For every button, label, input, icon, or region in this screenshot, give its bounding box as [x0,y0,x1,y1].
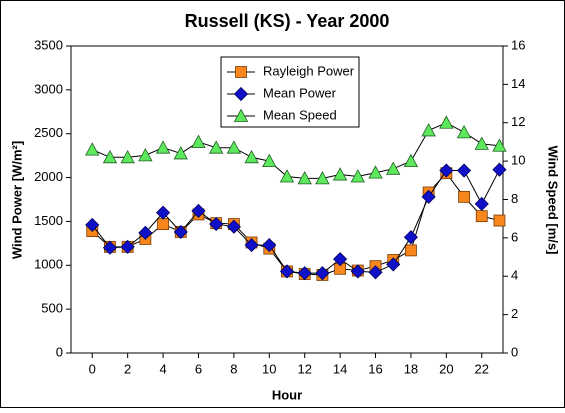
y-axis-label: Wind Power [W/m²] [9,141,24,259]
data-point [493,214,506,227]
data-point [368,165,383,179]
y2-tick-label: 6 [511,229,518,244]
y-tick-label: 3500 [34,37,63,52]
data-point [209,216,224,232]
data-point [173,224,188,240]
x-tick-label: 12 [297,361,311,376]
x-tick-label: 18 [404,361,418,376]
legend-label: Rayleigh Power [263,63,355,78]
x-tick-label: 20 [439,361,453,376]
data-point [386,161,401,175]
data-point [315,171,330,185]
data-point [244,149,259,164]
legend-marker [233,86,249,102]
data-point [350,169,365,183]
y2-tick-label: 12 [511,114,525,129]
data-point [421,189,436,204]
data-point [297,266,312,281]
y-tick-label: 500 [41,301,63,316]
x-axis-label: Hour [272,387,302,402]
data-point [492,162,507,177]
data-point [332,167,348,181]
data-point [403,153,419,168]
data-point [157,218,169,230]
data-point [421,123,436,137]
data-point [297,171,312,185]
y-tick-label: 1000 [34,257,63,272]
data-point [138,225,153,240]
data-point [350,264,365,279]
data-point [173,146,188,160]
data-point [368,265,383,280]
x-tick-label: 0 [89,361,96,376]
legend-marker [233,108,249,122]
x-tick-label: 14 [333,361,347,376]
x-tick-label: 16 [368,361,382,376]
data-point [244,238,259,253]
data-point [102,149,118,164]
data-point [279,169,295,183]
y2-tick-label: 8 [511,191,518,206]
data-point [456,163,472,178]
x-tick-label: 2 [124,361,131,376]
y2-tick-label: 16 [511,37,525,52]
data-point [102,240,118,255]
data-point [315,266,330,281]
data-point [120,149,135,164]
data-point [209,140,224,154]
data-point [85,142,100,156]
data-point [458,190,470,203]
data-point [226,140,242,154]
data-point [439,163,454,178]
data-point [475,210,488,223]
data-point [333,252,348,267]
data-point [138,148,153,162]
y-tick-label: 0 [56,344,63,359]
data-point [85,217,100,233]
data-point [474,196,489,211]
x-tick-label: 4 [159,361,166,376]
legend-label: Mean Speed [263,107,337,122]
x-tick-label: 10 [262,361,276,376]
y2-tick-label: 2 [511,306,518,321]
y-tick-label: 2000 [34,169,63,184]
x-tick-label: 22 [475,361,489,376]
legend-label: Mean Power [263,85,337,100]
data-point [155,140,171,154]
y-tick-label: 3000 [34,81,63,96]
x-tick-label: 8 [230,361,237,376]
data-point [403,230,419,245]
data-point [262,238,277,253]
data-point [191,134,206,148]
data-point [474,136,489,150]
data-point [120,239,135,254]
x-tick-label: 6 [195,361,202,376]
data-point [191,203,206,218]
data-point [226,219,241,234]
data-point [405,244,417,257]
data-point [456,125,472,139]
data-point [386,257,401,272]
legend-marker [235,66,247,78]
chart-title: Russell (KS) - Year 2000 [185,11,390,31]
data-point [439,115,454,129]
y2-tick-label: 4 [511,268,518,283]
y2-tick-label: 14 [511,76,525,91]
y2-axis-label: Wind Speed [m/s] [546,146,561,255]
y-tick-label: 1500 [34,213,63,228]
y-tick-label: 2500 [34,125,63,140]
data-point [155,205,171,220]
data-point [492,138,507,152]
data-point [262,153,277,168]
data-point [279,264,295,279]
y2-tick-label: 10 [511,153,525,168]
y2-tick-label: 0 [511,344,518,359]
